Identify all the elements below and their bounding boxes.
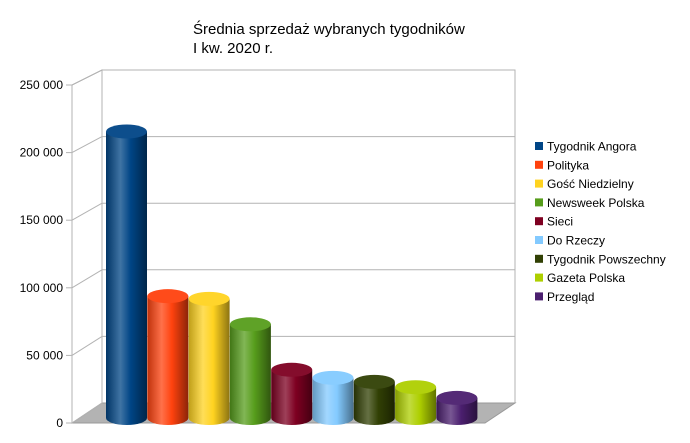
y-tick-label: 0 (56, 416, 63, 430)
bar (229, 317, 271, 425)
bar-top (147, 289, 189, 304)
legend-item: Gazeta Polska (535, 271, 625, 285)
bar-top (436, 390, 478, 405)
bar-body (147, 296, 189, 425)
y-tick-label: 200 000 (20, 146, 64, 160)
y-axis: 0 50 000 100 000 150 000 200 000 250 000 (20, 78, 72, 430)
legend-swatch (535, 160, 543, 169)
legend-label: Tygodnik Powszechny (547, 252, 666, 266)
gridline-side (71, 136, 103, 154)
bar-top (395, 380, 437, 395)
legend-label: Przegląd (547, 290, 594, 304)
bar-body (106, 131, 147, 425)
bar (312, 370, 354, 425)
y-tick-label: 100 000 (20, 281, 64, 295)
bar (271, 362, 313, 425)
legend-swatch (535, 273, 543, 282)
bar (436, 390, 478, 425)
bar-body (229, 324, 271, 425)
legend-swatch (535, 217, 543, 226)
legend-label: Polityka (547, 158, 589, 172)
legend-swatch (535, 292, 543, 301)
chart-subtitle: I kw. 2020 r. (193, 40, 273, 57)
legend-item: Tygodnik Angora (535, 140, 637, 154)
legend-label: Newsweek Polska (547, 196, 645, 210)
legend: Tygodnik Angora Polityka Gość Niedzielny Ne… (535, 140, 666, 304)
legend-item: Sieci (535, 215, 573, 229)
gridline-side (71, 202, 103, 221)
bar-body (271, 369, 313, 425)
bar-body (436, 397, 478, 425)
legend-label: Do Rzeczy (547, 234, 605, 248)
legend-item: Newsweek Polska (535, 196, 645, 210)
gridline-side (71, 335, 103, 356)
bar-top (106, 124, 147, 139)
y-tick-label: 150 000 (20, 213, 64, 227)
legend-item: Gość Niedzielny (535, 177, 634, 191)
bar-body (312, 377, 354, 425)
bar (188, 291, 230, 425)
bar-top (271, 362, 313, 377)
legend-label: Sieci (547, 215, 573, 229)
bar (147, 289, 189, 425)
legend-item: Do Rzeczy (535, 234, 605, 248)
bar (395, 380, 437, 425)
legend-item: Przegląd (535, 290, 594, 304)
side-wall (71, 69, 103, 424)
legend-swatch (535, 179, 543, 188)
bar (353, 374, 395, 425)
bar-body (353, 381, 395, 425)
legend-label: Gazeta Polska (547, 271, 625, 285)
legend-label: Gość Niedzielny (547, 177, 634, 191)
bar (106, 124, 147, 425)
bars (106, 124, 478, 425)
bar-top (229, 317, 271, 332)
legend-label: Tygodnik Angora (547, 140, 637, 154)
bar-body (188, 298, 230, 425)
legend-item: Tygodnik Powszechny (535, 252, 666, 266)
legend-swatch (535, 236, 543, 244)
y-tick-label: 50 000 (26, 348, 63, 362)
legend-item: Polityka (535, 158, 589, 172)
bar-top (188, 291, 230, 306)
gridline-side (71, 269, 103, 289)
chart-title: Średnia sprzedaż wybranych tygodników (193, 20, 465, 38)
bar-top (353, 374, 395, 389)
y-tick-label: 250 000 (20, 78, 64, 92)
gridline-side (71, 69, 103, 86)
bar-body (395, 387, 437, 425)
legend-swatch (535, 254, 543, 263)
legend-swatch (535, 142, 543, 150)
bar-top (312, 370, 354, 385)
legend-swatch (535, 198, 543, 207)
